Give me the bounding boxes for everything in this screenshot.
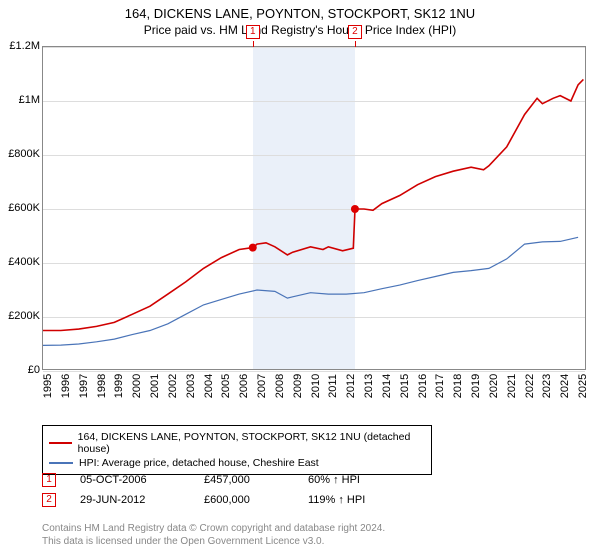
x-tick-label: 1996 [60, 374, 72, 398]
x-tick-label: 2017 [434, 374, 446, 398]
x-tick-label: 2015 [399, 374, 411, 398]
x-tick-label: 2011 [327, 374, 339, 398]
legend: 164, DICKENS LANE, POYNTON, STOCKPORT, S… [42, 425, 432, 475]
sale-date: 05-OCT-2006 [80, 474, 180, 486]
y-tick-label: £0 [0, 364, 40, 376]
x-tick-label: 2007 [256, 374, 268, 398]
plot-area: 12 [42, 46, 586, 370]
x-tick-label: 2013 [363, 374, 375, 398]
x-tick-label: 2025 [577, 374, 589, 398]
marker-line [355, 41, 356, 47]
x-tick-label: 2000 [131, 374, 143, 398]
x-tick-label: 2022 [524, 374, 536, 398]
x-tick-label: 2003 [185, 374, 197, 398]
x-tick-label: 2002 [167, 374, 179, 398]
x-tick-label: 2016 [417, 374, 429, 398]
x-tick-label: 2023 [541, 374, 553, 398]
y-tick-label: £600K [0, 202, 40, 214]
x-tick-label: 2020 [488, 374, 500, 398]
sale-dot-1 [249, 244, 257, 252]
sale-delta: 119% ↑ HPI [308, 494, 365, 506]
chart-svg [43, 47, 585, 369]
footer: Contains HM Land Registry data © Crown c… [42, 522, 385, 548]
gridline [43, 371, 585, 372]
y-tick-label: £1M [0, 94, 40, 106]
sales-table: 1 05-OCT-2006 £457,000 60% ↑ HPI 2 29-JUN-201… [42, 470, 365, 510]
x-tick-label: 2021 [506, 374, 518, 398]
series-hpi [43, 237, 578, 345]
y-tick-label: £1.2M [0, 40, 40, 52]
y-tick-label: £800K [0, 148, 40, 160]
sale-delta: 60% ↑ HPI [308, 474, 360, 486]
x-tick-label: 2024 [559, 374, 571, 398]
marker-box-2: 2 [348, 25, 362, 39]
footer-line-1: Contains HM Land Registry data © Crown c… [42, 522, 385, 535]
y-tick-label: £200K [0, 310, 40, 322]
x-tick-label: 1998 [96, 374, 108, 398]
sale-date: 29-JUN-2012 [80, 494, 180, 506]
x-tick-label: 2005 [220, 374, 232, 398]
y-tick-label: £400K [0, 256, 40, 268]
x-tick-label: 2009 [292, 374, 304, 398]
marker-box-1: 1 [246, 25, 260, 39]
x-tick-label: 1999 [113, 374, 125, 398]
chart-container: 164, DICKENS LANE, POYNTON, STOCKPORT, S… [0, 0, 600, 560]
sale-dot-2 [351, 205, 359, 213]
sale-price: £457,000 [204, 474, 284, 486]
legend-label: 164, DICKENS LANE, POYNTON, STOCKPORT, S… [78, 431, 425, 455]
x-tick-label: 2012 [345, 374, 357, 398]
x-tick-label: 2004 [203, 374, 215, 398]
sales-marker-box: 1 [42, 473, 56, 487]
x-tick-label: 1997 [78, 374, 90, 398]
sales-marker-box: 2 [42, 493, 56, 507]
sales-row: 1 05-OCT-2006 £457,000 60% ↑ HPI [42, 470, 365, 490]
legend-row: HPI: Average price, detached house, Ches… [49, 456, 425, 470]
x-tick-label: 2014 [381, 374, 393, 398]
x-tick-label: 2008 [274, 374, 286, 398]
legend-swatch [49, 462, 73, 464]
chart-title: 164, DICKENS LANE, POYNTON, STOCKPORT, S… [0, 0, 600, 21]
legend-swatch [49, 442, 72, 444]
x-tick-label: 1995 [42, 374, 54, 398]
marker-line [253, 41, 254, 47]
x-tick-label: 2010 [310, 374, 322, 398]
legend-row: 164, DICKENS LANE, POYNTON, STOCKPORT, S… [49, 430, 425, 456]
sales-row: 2 29-JUN-2012 £600,000 119% ↑ HPI [42, 490, 365, 510]
sale-price: £600,000 [204, 494, 284, 506]
legend-label: HPI: Average price, detached house, Ches… [79, 457, 319, 469]
x-tick-label: 2018 [452, 374, 464, 398]
x-tick-label: 2001 [149, 374, 161, 398]
chart-subtitle: Price paid vs. HM Land Registry's House … [0, 21, 600, 37]
footer-line-2: This data is licensed under the Open Gov… [42, 535, 385, 548]
x-tick-label: 2019 [470, 374, 482, 398]
x-tick-label: 2006 [238, 374, 250, 398]
